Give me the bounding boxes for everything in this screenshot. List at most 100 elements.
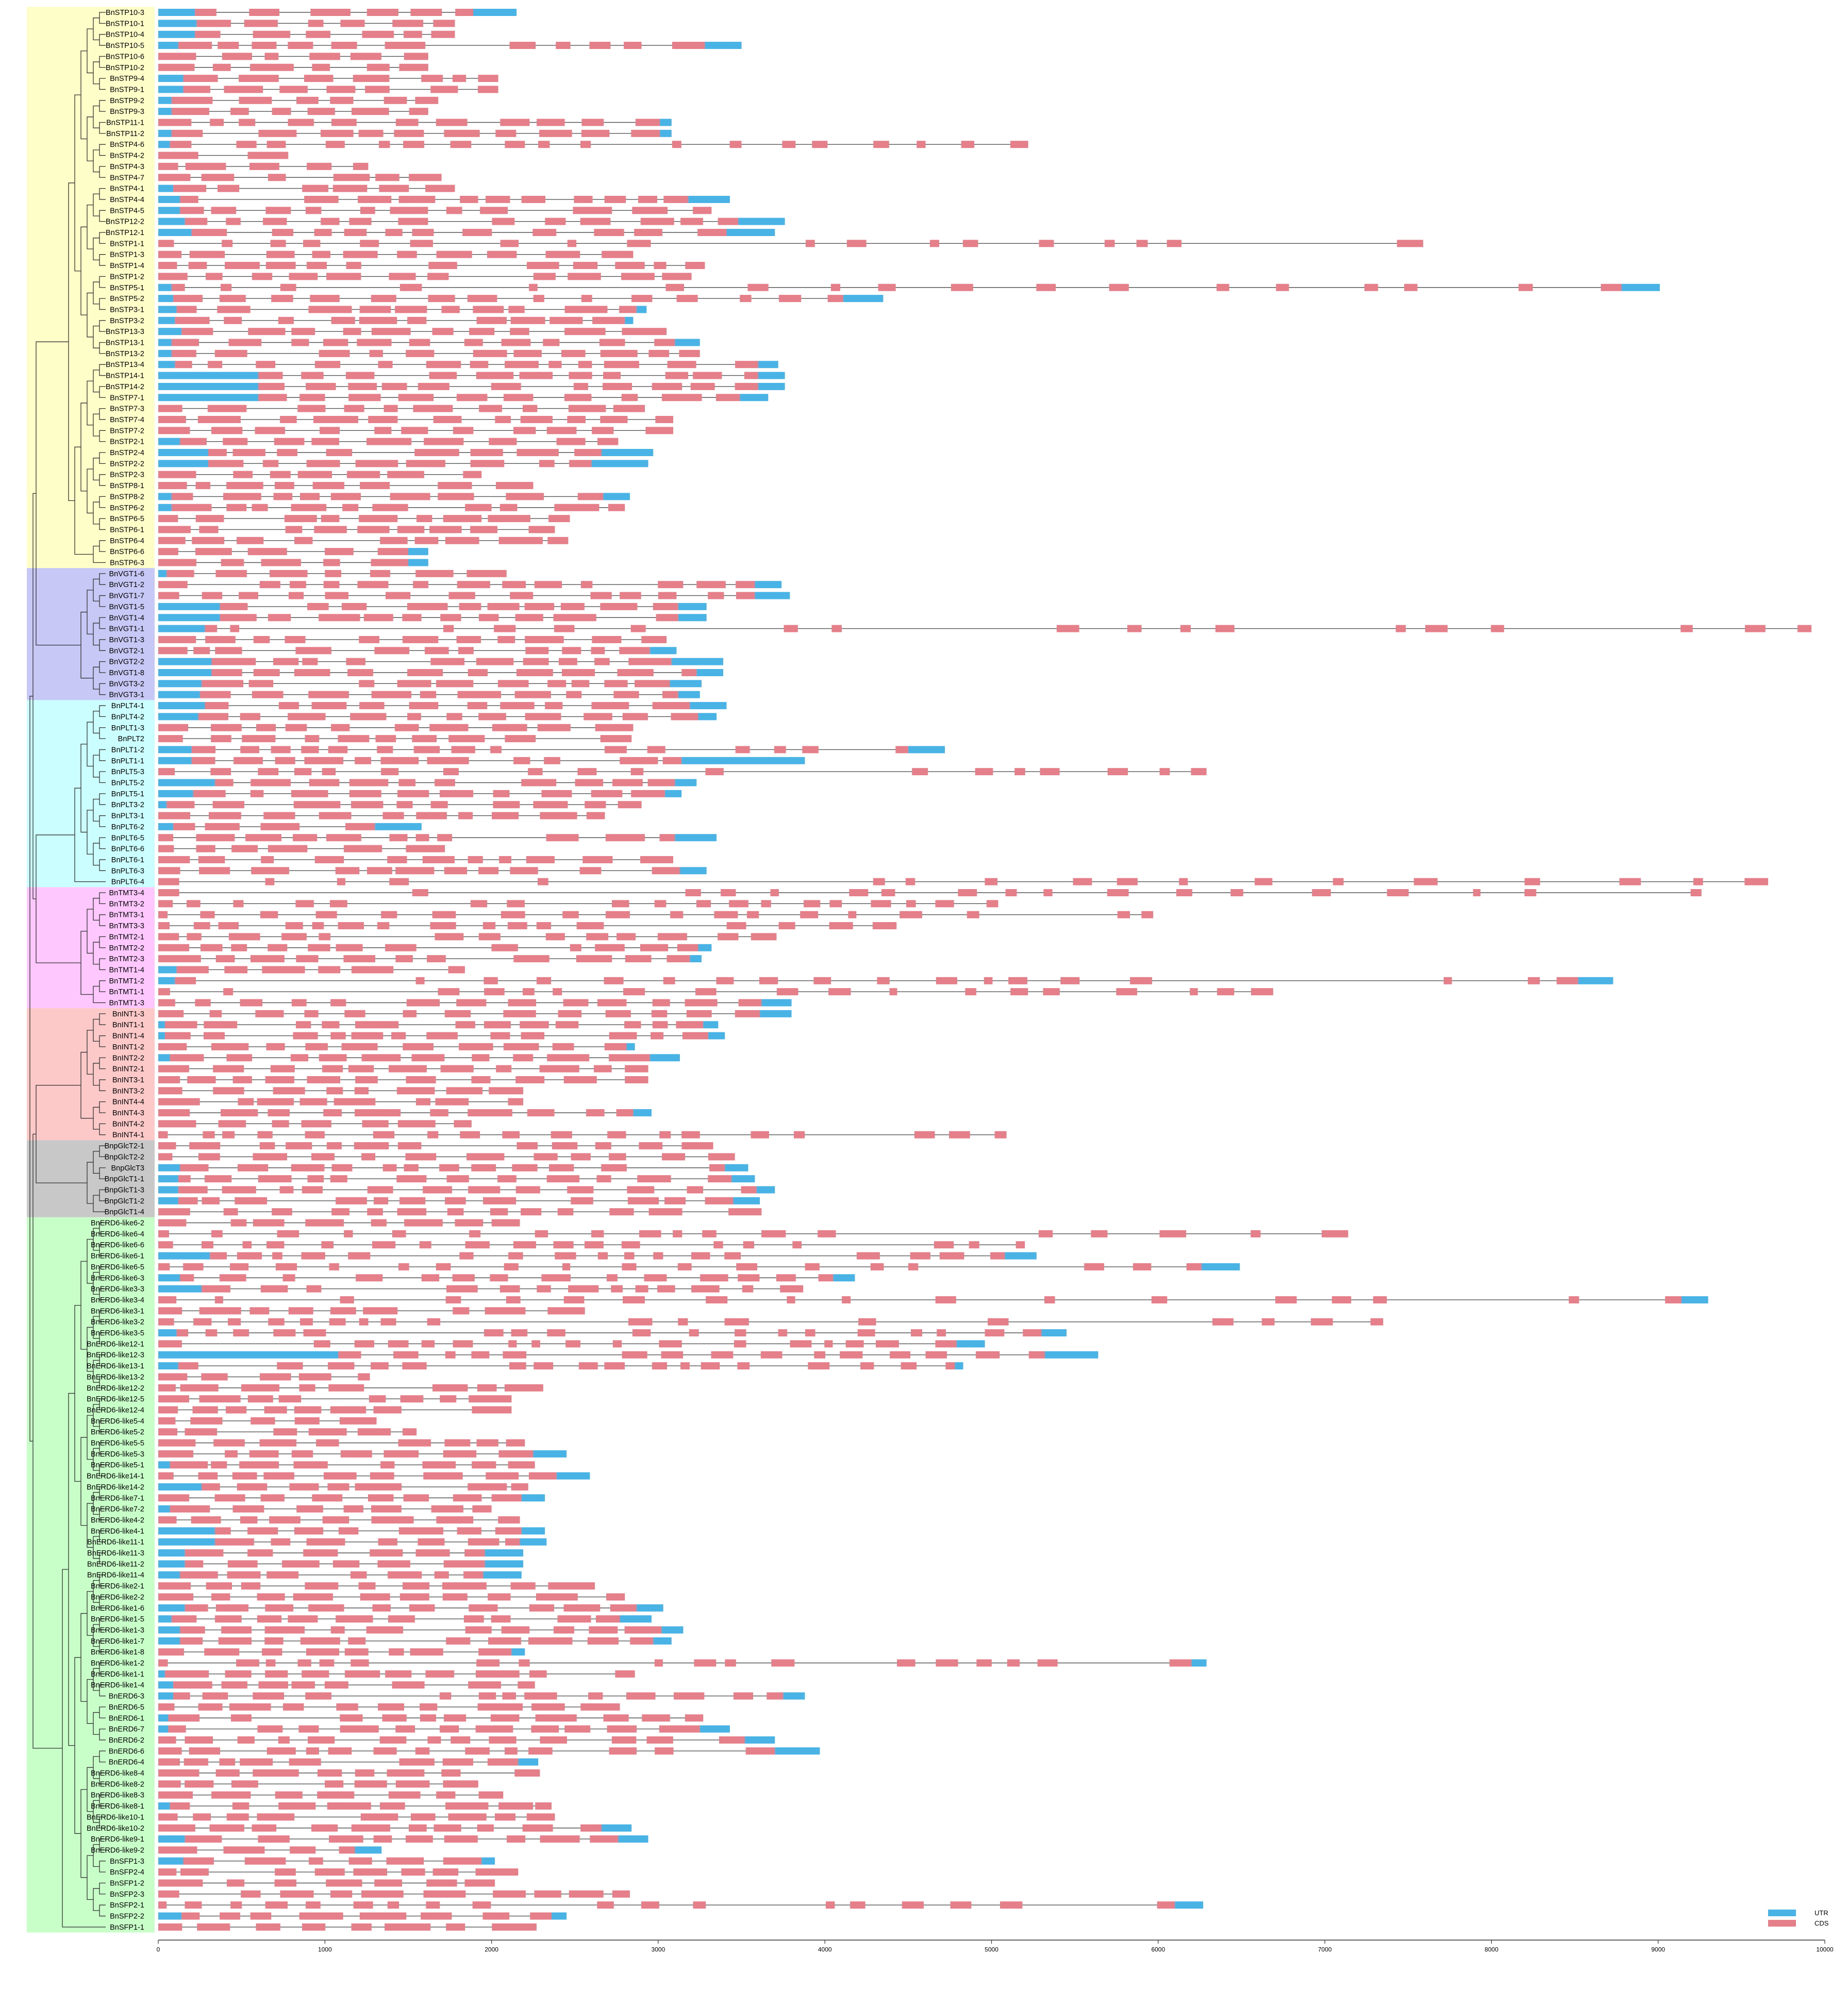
cds-block (301, 1252, 325, 1260)
utr-block (158, 108, 172, 115)
cds-block (567, 240, 577, 247)
gene-structure-row (158, 1802, 552, 1810)
cds-block (493, 790, 510, 797)
cds-block (448, 966, 465, 974)
cds-block (325, 548, 354, 556)
cds-block (635, 680, 670, 688)
cds-block (202, 1483, 220, 1491)
cds-block (738, 999, 762, 1007)
gene-label: BnpGlcT2-1 (105, 1142, 144, 1150)
cds-block (265, 1901, 288, 1909)
cds-block (890, 1351, 910, 1359)
cds-block (681, 1131, 700, 1139)
cds-block (451, 1736, 471, 1744)
cds-block (340, 1725, 379, 1733)
cds-block (618, 801, 642, 809)
cds-block (314, 361, 341, 369)
cds-block (211, 1791, 251, 1799)
cds-block (1159, 1230, 1187, 1237)
cds-block (473, 349, 507, 357)
cds-block (264, 1406, 287, 1414)
gene-structure-row (158, 339, 700, 346)
cds-block (339, 1417, 377, 1425)
cds-block (280, 415, 297, 423)
cds-block (185, 1780, 214, 1788)
cds-block (706, 1296, 728, 1303)
cds-block (485, 1307, 526, 1315)
cds-block (262, 1648, 282, 1656)
cds-block (317, 1769, 342, 1777)
cds-block (266, 1241, 285, 1249)
cds-block (617, 933, 636, 941)
gene-structure-row (158, 1274, 855, 1282)
cds-block (390, 207, 428, 214)
cds-block (1404, 283, 1418, 291)
gene-structure-row (158, 1637, 672, 1645)
gene-label: BnVGT1-3 (109, 636, 145, 644)
cds-block (577, 493, 604, 500)
cds-block (250, 790, 264, 797)
cds-block (613, 691, 639, 698)
cds-block (301, 372, 324, 379)
cds-block (331, 1164, 353, 1172)
gene-structure-row (158, 1296, 1708, 1303)
cds-block (168, 1714, 200, 1722)
cds-block (652, 1362, 668, 1370)
cds-block (201, 174, 235, 181)
cds-block (203, 1131, 215, 1139)
cds-block (260, 1494, 285, 1502)
cds-block (658, 592, 677, 599)
cds-block (175, 316, 210, 324)
cds-block (409, 174, 442, 181)
cds-block (1527, 977, 1540, 984)
cds-block (1518, 283, 1533, 291)
cds-block (793, 1131, 805, 1139)
cds-block (285, 922, 303, 930)
cds-block (247, 548, 287, 556)
utr-block (158, 1637, 180, 1645)
gene-label: BnERD6-like1-1 (91, 1670, 144, 1679)
cds-block (580, 141, 591, 148)
gene-structure-row (158, 1395, 512, 1403)
cds-block (331, 119, 357, 126)
gene-structure-row (158, 152, 289, 159)
cds-block (158, 1318, 174, 1326)
gene-structure-row (158, 1703, 620, 1711)
cds-block (366, 1626, 404, 1634)
cds-block (605, 1010, 631, 1017)
cds-block (676, 295, 698, 303)
cds-block (545, 250, 580, 258)
cds-block (205, 625, 218, 632)
cds-block (427, 757, 469, 764)
cds-block (520, 415, 553, 423)
cds-block (551, 1131, 572, 1139)
cds-block (158, 1494, 190, 1502)
cds-block (410, 1648, 443, 1656)
cds-block (158, 1010, 184, 1017)
cds-block (359, 680, 375, 688)
gene-label: BnPLT6-2 (111, 823, 144, 831)
cds-block (250, 955, 285, 963)
gene-structure-row (158, 1285, 804, 1293)
cds-block (984, 977, 993, 984)
cds-block (360, 482, 390, 490)
cds-block (387, 1901, 399, 1909)
gene-label: BnSTP4-6 (110, 141, 144, 149)
gene-structure-row (158, 845, 445, 852)
cds-block (1133, 1263, 1152, 1270)
gene-label: BnSTP10-1 (106, 20, 144, 28)
cds-block (1000, 1901, 1023, 1909)
gene-structure-row (158, 415, 673, 423)
cds-block (344, 405, 364, 412)
cds-block (173, 823, 195, 830)
cds-block (268, 174, 286, 181)
cds-block (802, 746, 819, 754)
cds-block (391, 1032, 406, 1040)
utr-block (158, 570, 167, 577)
gene-structure-row (158, 273, 692, 280)
cds-block (877, 977, 890, 984)
cds-block (663, 195, 689, 203)
cds-block (604, 977, 624, 984)
gene-label: BnERD6-like9-2 (91, 1846, 144, 1854)
cds-block (410, 240, 433, 247)
